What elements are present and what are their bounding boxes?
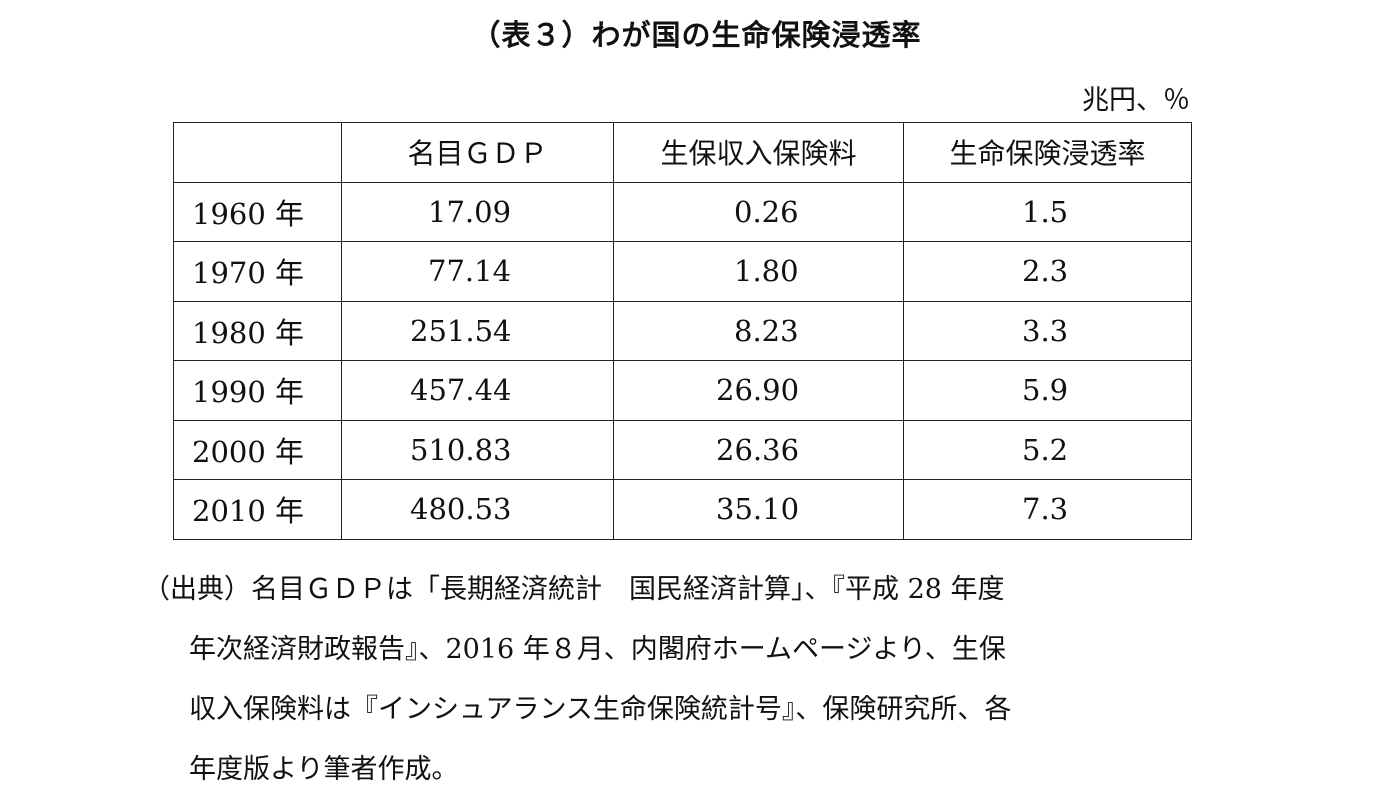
table-row: 1960 年 17.09 0.26 1.5 bbox=[173, 181, 1192, 242]
rate-cell: 5.9 bbox=[903, 360, 1192, 421]
premium-cell: 26.36 bbox=[613, 419, 904, 480]
source-line: 収入保険料は『インシュアランス生命保険統計号』、保険研究所、各 bbox=[189, 694, 1012, 725]
gdp-cell: 480.53 bbox=[341, 479, 614, 540]
rate-cell: 7.3 bbox=[903, 479, 1192, 540]
header-nominal-gdp: 名目ＧＤＰ bbox=[341, 122, 614, 183]
table-row: 2010 年 480.53 35.10 7.3 bbox=[173, 479, 1192, 540]
source-line: 年次経済財政報告』、2016 年８月、内閣府ホームページより、生保 bbox=[189, 634, 1006, 665]
premium-cell: 8.23 bbox=[613, 300, 904, 361]
rate-cell: 3.3 bbox=[903, 300, 1192, 361]
table-title: （表３）わが国の生命保険浸透率 bbox=[471, 18, 922, 52]
header-penetration-rate: 生命保険浸透率 bbox=[903, 122, 1192, 183]
gdp-cell: 457.44 bbox=[341, 360, 614, 421]
header-empty-cell bbox=[173, 122, 342, 183]
table-row: 2000 年 510.83 26.36 5.2 bbox=[173, 419, 1192, 480]
table-header-row: 名目ＧＤＰ 生保収入保険料 生命保険浸透率 bbox=[173, 122, 1192, 183]
premium-cell: 1.80 bbox=[613, 241, 904, 302]
rate-cell: 1.5 bbox=[903, 181, 1192, 242]
insurance-penetration-table: 名目ＧＤＰ 生保収入保険料 生命保険浸透率 1960 年 17.09 0.26 … bbox=[173, 122, 1192, 540]
premium-cell: 35.10 bbox=[613, 479, 904, 540]
source-line: 年度版より筆者作成。 bbox=[189, 754, 459, 785]
year-cell: 1980 年 bbox=[173, 300, 342, 361]
unit-label: 兆円、％ bbox=[1082, 85, 1190, 116]
gdp-cell: 17.09 bbox=[341, 181, 614, 242]
rate-cell: 5.2 bbox=[903, 419, 1192, 480]
gdp-cell: 510.83 bbox=[341, 419, 614, 480]
table-row: 1980 年 251.54 8.23 3.3 bbox=[173, 300, 1192, 361]
year-cell: 2010 年 bbox=[173, 479, 342, 540]
year-cell: 1960 年 bbox=[173, 181, 342, 242]
source-line: （出典）名目ＧＤＰは「長期経済統計 国民経済計算」、『平成 28 年度 bbox=[143, 574, 1005, 605]
header-premium-income: 生保収入保険料 bbox=[613, 122, 904, 183]
table-row: 1970 年 77.14 1.80 2.3 bbox=[173, 241, 1192, 302]
gdp-cell: 251.54 bbox=[341, 300, 614, 361]
table-row: 1990 年 457.44 26.90 5.9 bbox=[173, 360, 1192, 421]
year-cell: 1990 年 bbox=[173, 360, 342, 421]
year-cell: 2000 年 bbox=[173, 419, 342, 480]
year-cell: 1970 年 bbox=[173, 241, 342, 302]
premium-cell: 26.90 bbox=[613, 360, 904, 421]
source-note: （出典）名目ＧＤＰは「長期経済統計 国民経済計算」、『平成 28 年度 年次経済… bbox=[143, 560, 1143, 800]
rate-cell: 2.3 bbox=[903, 241, 1192, 302]
premium-cell: 0.26 bbox=[613, 181, 904, 242]
gdp-cell: 77.14 bbox=[341, 241, 614, 302]
